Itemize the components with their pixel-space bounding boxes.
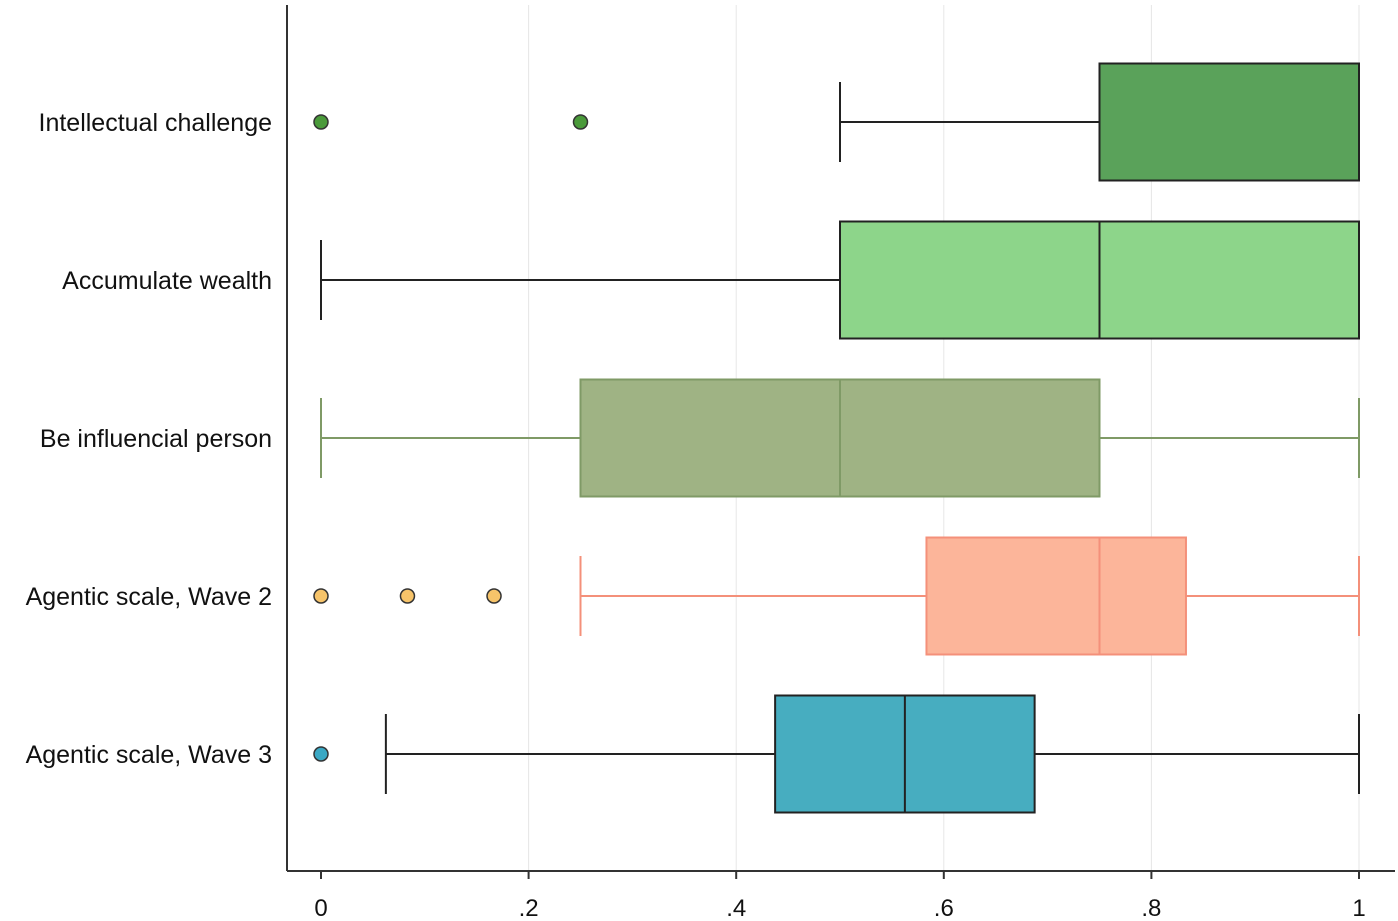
category-label-1: Accumulate wealth bbox=[62, 267, 272, 295]
x-tick-label-0: 0 bbox=[314, 895, 327, 921]
x-ticks: 0 .2 .4 .6 .8 1 bbox=[314, 871, 1366, 921]
box-group-2 bbox=[320, 378, 1360, 498]
axes-layer bbox=[286, 5, 1395, 872]
category-labels: Intellectual challenge Accumulate wealth B… bbox=[26, 109, 272, 769]
category-label-4: Agentic scale, Wave 3 bbox=[26, 741, 272, 769]
box-group-0 bbox=[313, 62, 1360, 182]
outlier-3-0 bbox=[313, 588, 329, 604]
box-3 bbox=[925, 536, 1187, 656]
box-0 bbox=[1098, 62, 1360, 182]
x-tick-label-3: .6 bbox=[934, 895, 954, 921]
x-tick-label-4: .8 bbox=[1141, 895, 1161, 921]
category-label-2: Be influencial person bbox=[40, 425, 272, 453]
outlier-3-2 bbox=[486, 588, 502, 604]
boxes-layer bbox=[313, 62, 1360, 814]
box-group-3 bbox=[313, 536, 1360, 656]
box-group-1 bbox=[320, 220, 1360, 340]
box-group-4 bbox=[313, 694, 1360, 814]
x-tick-label-2: .4 bbox=[726, 895, 746, 921]
outlier-4-0 bbox=[313, 746, 329, 762]
outlier-0-1 bbox=[572, 114, 589, 130]
category-label-0: Intellectual challenge bbox=[39, 109, 273, 137]
x-tick-label-1: .2 bbox=[519, 895, 539, 921]
outlier-0-0 bbox=[313, 114, 329, 130]
x-tick-label-5: 1 bbox=[1352, 895, 1365, 921]
outlier-3-1 bbox=[399, 588, 416, 604]
category-label-3: Agentic scale, Wave 2 bbox=[26, 583, 272, 611]
